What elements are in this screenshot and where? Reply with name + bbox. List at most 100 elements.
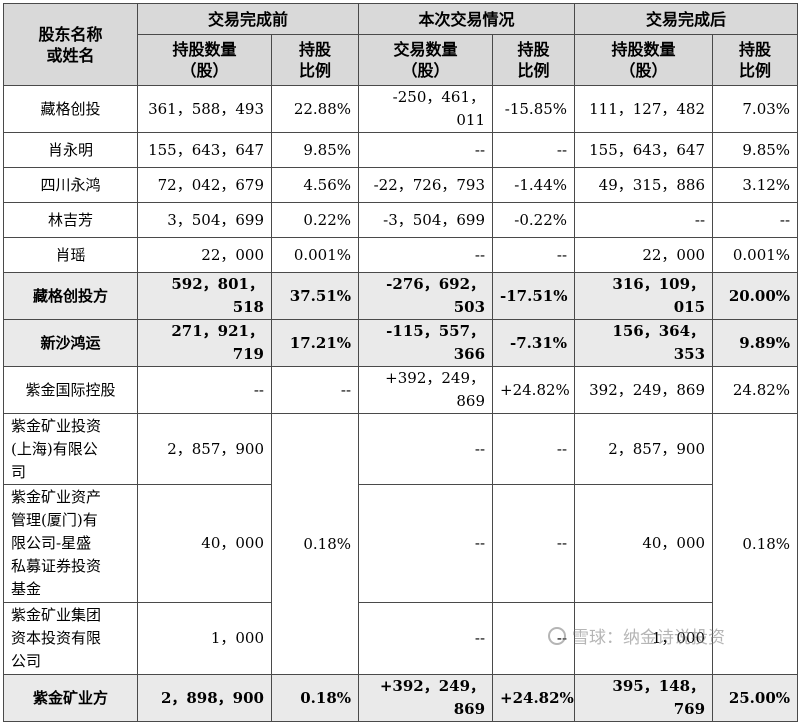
during-ratio: -- [492,413,576,485]
after-ratio: 24.82% [712,366,799,414]
before-ratio: 37.51% [270,272,360,320]
before-ratio: 9.85% [270,132,360,168]
shareholder-name: 四川永鸿 [3,167,138,203]
header-this-transaction: 本次交易情况 [358,3,576,35]
during-ratio: -0.22% [492,202,576,238]
during-ratio: -15.85% [492,85,576,133]
during-quantity: -276，692，503 [358,272,494,320]
header-before-quantity: 持股数量 （股） [137,34,272,86]
during-ratio: -17.51% [492,272,576,320]
total-row: 紫金矿业方 2，898，900 0.18% +392，249，869 +24.8… [3,674,799,722]
during-ratio: -1.44% [492,167,576,203]
header-shareholder-name: 股东名称 或姓名 [3,3,138,86]
before-quantity: 2，898，900 [137,674,272,722]
after-quantity: 111，127，482 [574,85,714,133]
before-ratio: 17.21% [270,319,360,367]
before-quantity: 1，000 [137,602,272,675]
before-ratio-merged: 0.18% [270,413,360,675]
after-ratio: 7.03% [712,85,799,133]
shareholder-name: 紫金矿业投资 (上海)有限公 司 [3,413,138,485]
before-ratio: 0.22% [270,202,360,238]
header-after-quantity: 持股数量 （股） [574,34,714,86]
during-quantity: +392，249，869 [358,366,494,414]
shareholder-name: 紫金国际控股 [3,366,138,414]
before-ratio: -- [270,366,360,414]
after-quantity: -- [574,202,714,238]
after-ratio: 0.001% [712,237,799,273]
after-ratio: 20.00% [712,272,799,320]
shareholder-name: 藏格创投方 [3,272,138,320]
subtotal-row: 新沙鸿运 271，921，719 17.21% -115，557，366 -7.… [3,319,799,367]
before-ratio: 4.56% [270,167,360,203]
after-quantity: 2，857，900 [574,413,714,485]
table-row: 紫金矿业投资 (上海)有限公 司 2，857，900 0.18% -- -- 2… [3,413,799,675]
during-ratio: -- [492,484,576,603]
after-quantity: 22，000 [574,237,714,273]
during-ratio: -- [492,602,576,675]
during-ratio: +24.82% [492,674,576,722]
during-ratio: -- [492,237,576,273]
after-quantity: 392，249，869 [574,366,714,414]
after-ratio-merged: 0.18% [712,413,799,675]
table-row: 林吉芳 3，504，699 0.22% -3，504，699 -0.22% --… [3,202,799,238]
after-quantity: 316，109，015 [574,272,714,320]
after-ratio: 25.00% [712,674,799,722]
before-quantity: 40，000 [137,484,272,603]
after-quantity: 40，000 [574,484,714,603]
before-quantity: -- [137,366,272,414]
shareholding-table: 股东名称 或姓名 交易完成前 本次交易情况 交易完成后 持股数量 （股） 持股 … [3,3,799,722]
shareholder-name: 新沙鸿运 [3,319,138,367]
header-during-ratio: 持股 比例 [492,34,576,86]
shareholder-name: 林吉芳 [3,202,138,238]
after-ratio: -- [712,202,799,238]
shareholder-name: 肖瑶 [3,237,138,273]
during-quantity: -3，504，699 [358,202,494,238]
table-row: 紫金国际控股 -- -- +392，249，869 +24.82% 392，24… [3,366,799,414]
table-row: 藏格创投 361，588，493 22.88% -250，461，011 -15… [3,85,799,133]
during-quantity: -- [358,602,494,675]
table-row: 四川永鸿 72，042，679 4.56% -22，726，793 -1.44%… [3,167,799,203]
table-row: 紫金矿业集团 资本投资有限 公司 1，000 -- -- 1，000 [3,602,798,675]
after-ratio: 3.12% [712,167,799,203]
during-quantity: -- [358,413,494,485]
before-quantity: 22，000 [137,237,272,273]
header-during-quantity: 交易数量 （股） [358,34,494,86]
after-ratio: 9.89% [712,319,799,367]
before-quantity: 155，643，647 [137,132,272,168]
table-row: 紫金矿业资产 管理(厦门)有 限公司-星盛 私募证券投资 基金 40，000 -… [3,484,798,603]
during-quantity: -22，726，793 [358,167,494,203]
after-quantity: 395，148，769 [574,674,714,722]
during-quantity: -- [358,484,494,603]
after-ratio: 9.85% [712,132,799,168]
during-ratio: -- [492,132,576,168]
during-ratio: +24.82% [492,366,576,414]
table-row: 肖永明 155，643，647 9.85% -- -- 155，643，647 … [3,132,799,168]
before-quantity: 3，504，699 [137,202,272,238]
header-after-transaction: 交易完成后 [574,3,799,35]
before-ratio: 22.88% [270,85,360,133]
during-ratio: -7.31% [492,319,576,367]
during-quantity: -- [358,132,494,168]
shareholder-name: 紫金矿业方 [3,674,138,722]
shareholder-name: 藏格创投 [3,85,138,133]
after-quantity: 49，315，886 [574,167,714,203]
header-after-ratio: 持股 比例 [712,34,799,86]
subtotal-row: 藏格创投方 592，801，518 37.51% -276，692，503 -1… [3,272,799,320]
during-quantity: -115，557，366 [358,319,494,367]
shareholder-name: 紫金矿业集团 资本投资有限 公司 [3,602,138,675]
table-row: 肖瑶 22，000 0.001% -- -- 22，000 0.001% [3,237,799,273]
during-quantity: -250，461，011 [358,85,494,133]
after-quantity: 1，000 [574,602,714,675]
before-ratio: 0.18% [270,674,360,722]
after-quantity: 155，643，647 [574,132,714,168]
shareholder-name: 肖永明 [3,132,138,168]
shareholder-name: 紫金矿业资产 管理(厦门)有 限公司-星盛 私募证券投资 基金 [3,484,138,603]
after-quantity: 156，364，353 [574,319,714,367]
before-quantity: 2，857，900 [137,413,272,485]
before-ratio: 0.001% [270,237,360,273]
during-quantity: +392，249，869 [358,674,494,722]
before-quantity: 271，921，719 [137,319,272,367]
before-quantity: 72，042，679 [137,167,272,203]
before-quantity: 592，801，518 [137,272,272,320]
header-before-ratio: 持股 比例 [270,34,360,86]
